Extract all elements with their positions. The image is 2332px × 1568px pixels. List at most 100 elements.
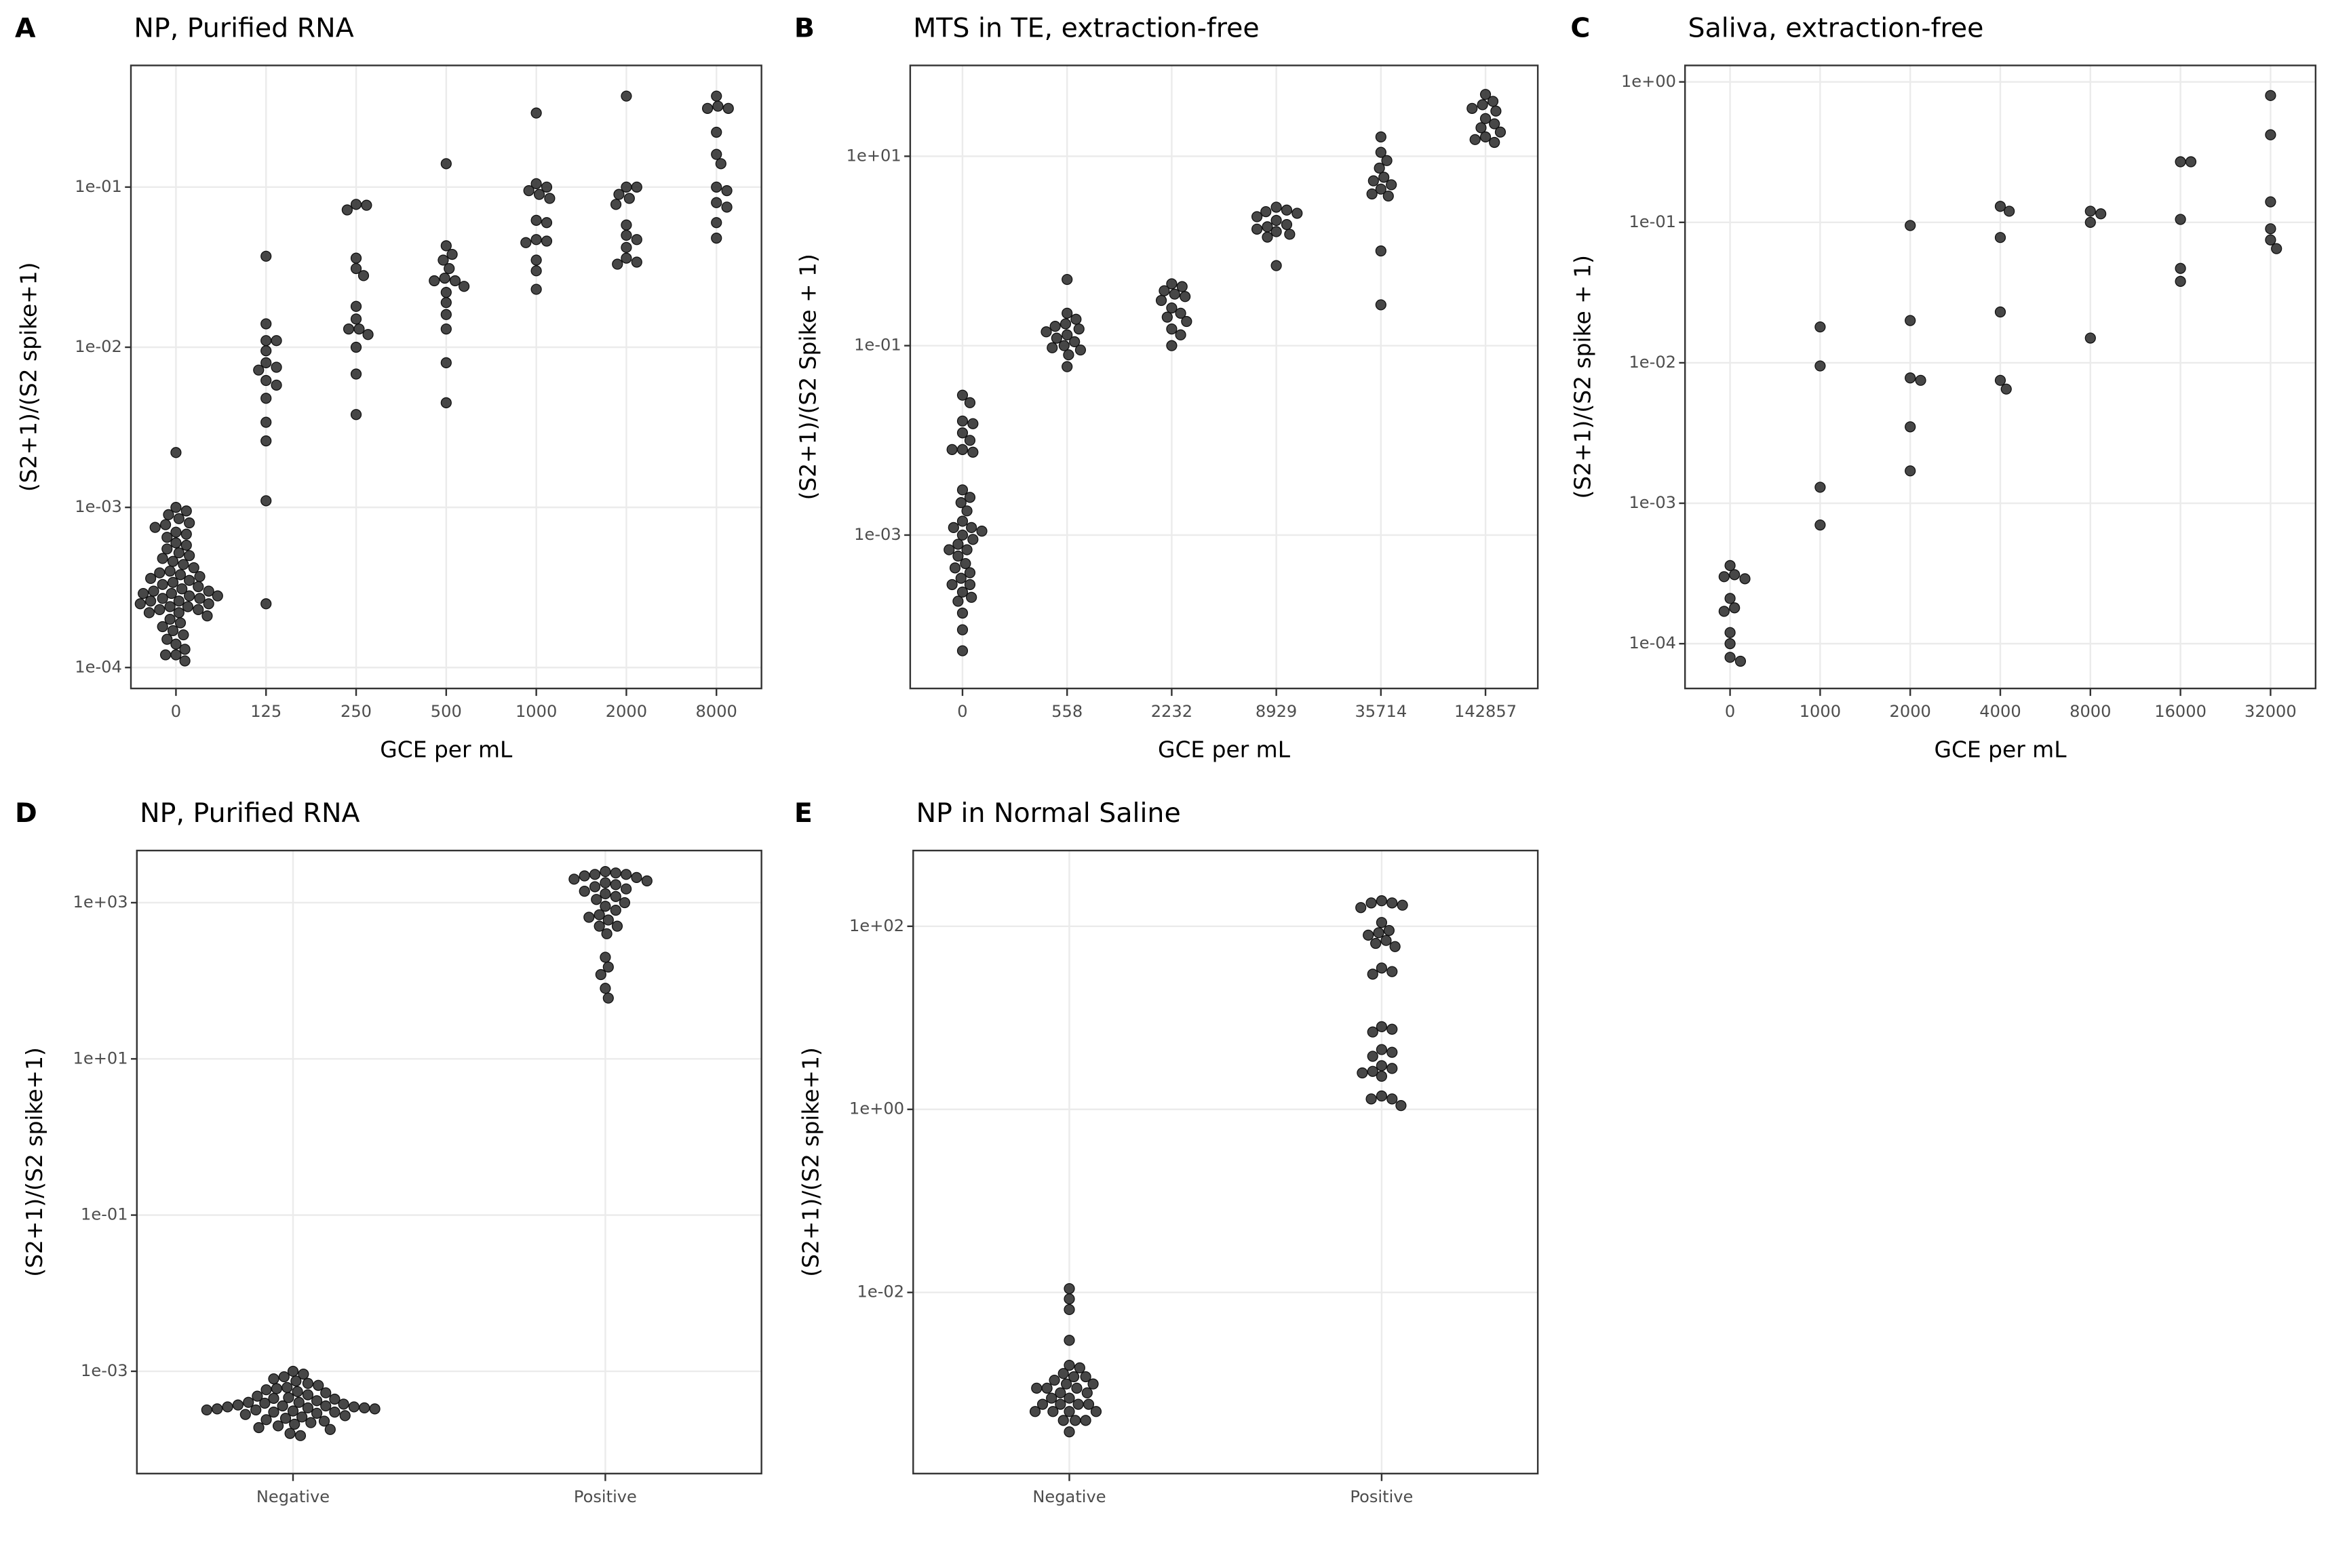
- data-point: [1166, 278, 1178, 290]
- data-point: [289, 1418, 300, 1430]
- data-point: [222, 1401, 233, 1413]
- data-point: [343, 323, 355, 335]
- data-point: [1475, 122, 1487, 134]
- data-point: [174, 569, 187, 581]
- data-point: [2265, 196, 2276, 208]
- data-point: [167, 555, 179, 567]
- data-point: [1479, 131, 1492, 142]
- data-point: [1469, 134, 1481, 145]
- data-point: [946, 579, 958, 591]
- data-point: [184, 574, 195, 586]
- data-point: [621, 883, 632, 895]
- data-point: [1724, 560, 1736, 572]
- data-point: [178, 559, 189, 570]
- data-point: [179, 655, 191, 667]
- data-point: [440, 240, 452, 252]
- data-point: [1169, 288, 1180, 300]
- data-point: [1490, 105, 1502, 117]
- data-point: [1718, 571, 1730, 583]
- data-point: [1724, 652, 1736, 663]
- data-point: [350, 409, 362, 420]
- data-point: [1155, 294, 1167, 307]
- data-point: [1367, 1051, 1378, 1062]
- data-point: [2095, 208, 2107, 220]
- data-point: [1064, 1359, 1075, 1371]
- data-point: [1262, 231, 1273, 243]
- data-point: [353, 323, 365, 335]
- data-point: [154, 604, 166, 615]
- data-point: [440, 323, 452, 335]
- data-point: [180, 505, 192, 517]
- y-tick-label: 1e-03: [75, 497, 122, 516]
- data-point: [1466, 102, 1478, 114]
- data-point: [1166, 302, 1178, 314]
- data-point: [287, 1365, 299, 1377]
- data-point: [1367, 968, 1378, 980]
- data-point: [1386, 1023, 1398, 1035]
- data-point: [520, 237, 532, 248]
- y-tick-label: 1e-04: [75, 657, 122, 676]
- panel-label: A: [15, 12, 36, 43]
- x-tick-label: 125: [250, 702, 281, 721]
- y-tick-label: 1e-03: [854, 525, 901, 544]
- data-point: [252, 1390, 263, 1402]
- data-point: [203, 585, 214, 597]
- data-point: [1064, 1392, 1075, 1404]
- data-point: [148, 585, 159, 597]
- data-point: [541, 181, 553, 193]
- data-point: [1386, 966, 1398, 977]
- data-point: [721, 201, 733, 213]
- x-tick-label: Positive: [1350, 1487, 1413, 1506]
- data-point: [595, 968, 606, 981]
- data-point: [721, 185, 733, 197]
- data-point: [440, 287, 452, 298]
- data-point: [298, 1368, 309, 1380]
- data-point: [1064, 1282, 1075, 1295]
- x-tick-label: 500: [431, 702, 462, 721]
- x-tick-label: 2000: [606, 702, 647, 721]
- data-point: [173, 607, 184, 619]
- x-tick-label: 250: [341, 702, 372, 721]
- x-tick-label: 8000: [696, 702, 737, 721]
- data-point: [260, 416, 272, 428]
- data-point: [170, 447, 182, 458]
- data-point: [170, 649, 182, 661]
- data-point: [1905, 220, 1916, 231]
- data-point: [271, 379, 282, 391]
- data-point: [956, 645, 969, 656]
- data-point: [956, 444, 969, 455]
- data-point: [1166, 323, 1178, 335]
- data-point: [357, 270, 370, 281]
- data-point: [350, 199, 362, 210]
- data-point: [438, 254, 449, 266]
- data-point: [1477, 99, 1488, 111]
- data-point: [2265, 129, 2276, 140]
- data-point: [1375, 299, 1386, 311]
- data-point: [232, 1399, 244, 1411]
- data-point: [1260, 205, 1272, 218]
- data-point: [279, 1413, 292, 1424]
- data-point: [952, 595, 964, 607]
- data-point: [579, 886, 590, 897]
- data-point: [268, 1392, 279, 1404]
- data-point: [589, 869, 601, 880]
- data-point: [212, 590, 223, 602]
- x-tick-label: 16000: [2154, 702, 2207, 721]
- x-tick-label: Negative: [256, 1487, 330, 1506]
- data-point: [173, 595, 184, 607]
- y-tick-label: 1e-01: [1629, 212, 1676, 231]
- data-point: [600, 983, 611, 994]
- data-point: [1270, 201, 1282, 213]
- data-point: [170, 537, 182, 549]
- data-point: [589, 881, 601, 893]
- data-point: [1395, 1100, 1407, 1112]
- data-point: [1373, 927, 1384, 939]
- y-tick-label: 1e+03: [73, 893, 128, 912]
- data-point: [1729, 569, 1741, 581]
- data-point: [610, 879, 621, 890]
- data-point: [1386, 1046, 1398, 1058]
- data-point: [362, 329, 374, 340]
- data-point: [1905, 315, 1916, 326]
- x-tick-label: 8929: [1256, 702, 1297, 721]
- data-point: [2004, 205, 2015, 217]
